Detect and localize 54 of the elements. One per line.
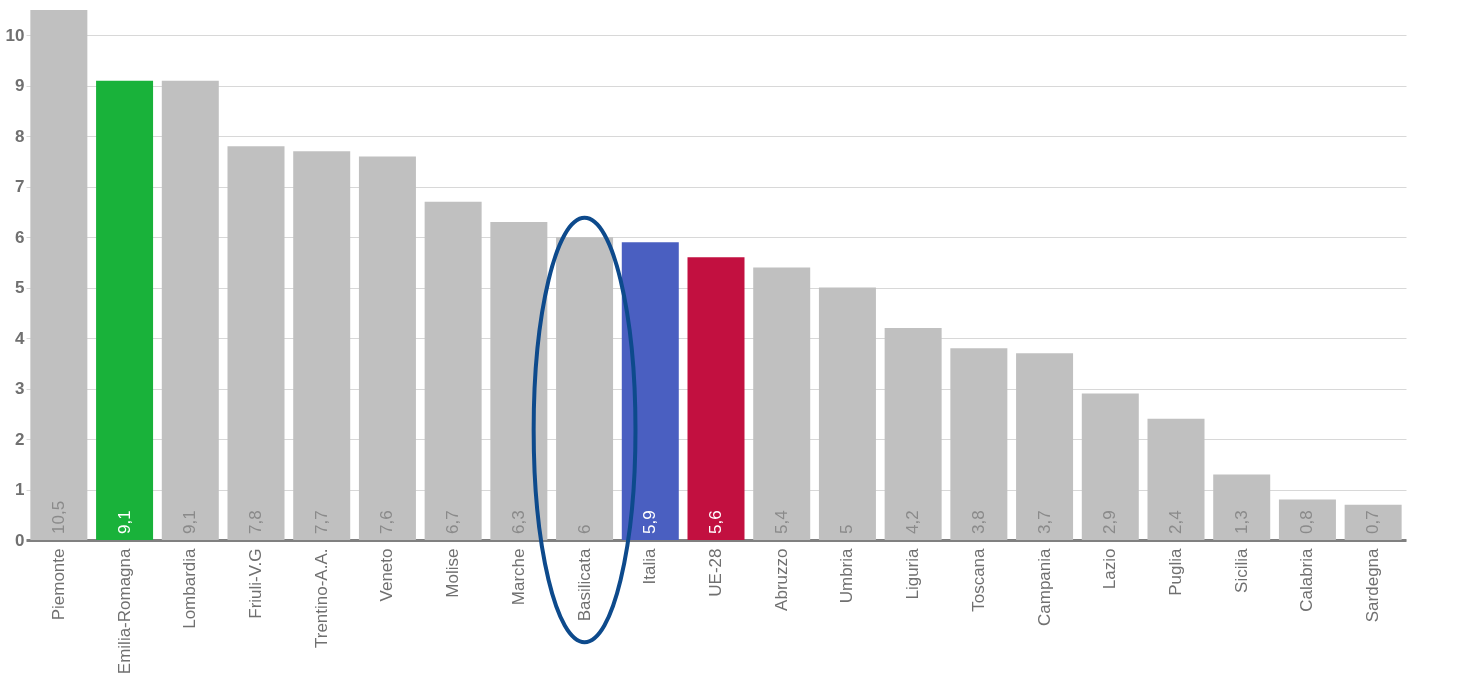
bar: [753, 267, 811, 540]
x-tick-label: Puglia: [1166, 547, 1185, 596]
x-tick-label: UE-28: [706, 548, 725, 597]
bar: [1016, 353, 1074, 540]
x-tick-label: Calabria: [1297, 547, 1317, 612]
x-tick-label: Liguria: [903, 547, 923, 600]
y-tick-label: 8: [15, 126, 25, 146]
x-tick-label: Sardegna: [1363, 547, 1383, 623]
x-tick-label: Sicilia: [1231, 547, 1251, 593]
bar: [884, 328, 942, 540]
x-tick-label: Molise: [443, 548, 463, 598]
x-tick-label: Umbria: [837, 547, 857, 604]
x-tick-label: Friuli-V.G: [246, 548, 265, 619]
data-label: 9,1: [114, 510, 134, 534]
bar: [96, 80, 154, 540]
y-tick-label: 0: [15, 530, 25, 550]
bar: [1344, 504, 1402, 540]
x-tick-label: Toscana: [968, 547, 988, 612]
y-tick-label: 10: [5, 25, 25, 45]
bar: [358, 156, 416, 540]
x-tick-label: Campania: [1034, 547, 1054, 626]
bar: [30, 10, 88, 540]
x-tick-label: Piemonte: [48, 548, 68, 621]
x-tick-label: Emilia-Romagna: [114, 547, 134, 675]
bar: [424, 201, 482, 540]
y-tick-label: 7: [15, 177, 25, 197]
data-label: 5,6: [706, 510, 725, 534]
x-tick-label: Abruzzo: [771, 548, 791, 611]
x-tick-label: Basilicata: [574, 547, 594, 622]
bar: [1278, 499, 1336, 540]
y-tick-label: 3: [15, 379, 25, 399]
bar: [818, 287, 876, 540]
data-label: 5,9: [640, 510, 660, 534]
bar: [1213, 474, 1271, 540]
y-tick-label: 5: [15, 278, 25, 298]
x-tick-label: Lazio: [1100, 548, 1120, 590]
x-tick-label: Marche: [508, 548, 528, 606]
bar: [687, 257, 745, 540]
x-tick-label: Trentino-A.A.: [311, 548, 331, 649]
bar: [950, 348, 1008, 540]
y-tick-label: 6: [15, 227, 25, 247]
y-tick-label: 1: [15, 480, 25, 500]
bar: [1147, 418, 1205, 540]
y-tick-label: 2: [15, 429, 25, 449]
y-tick-label: 4: [15, 328, 26, 348]
x-tick-label: Lombardia: [180, 547, 200, 629]
bar: [556, 237, 614, 540]
y-tick-label: 9: [15, 76, 25, 96]
bar: [293, 151, 351, 540]
bar: [227, 146, 285, 540]
x-tick-label: Italia: [640, 547, 660, 585]
bar: [161, 80, 219, 540]
bar: [1081, 393, 1139, 540]
x-tick-label: Veneto: [377, 548, 397, 602]
